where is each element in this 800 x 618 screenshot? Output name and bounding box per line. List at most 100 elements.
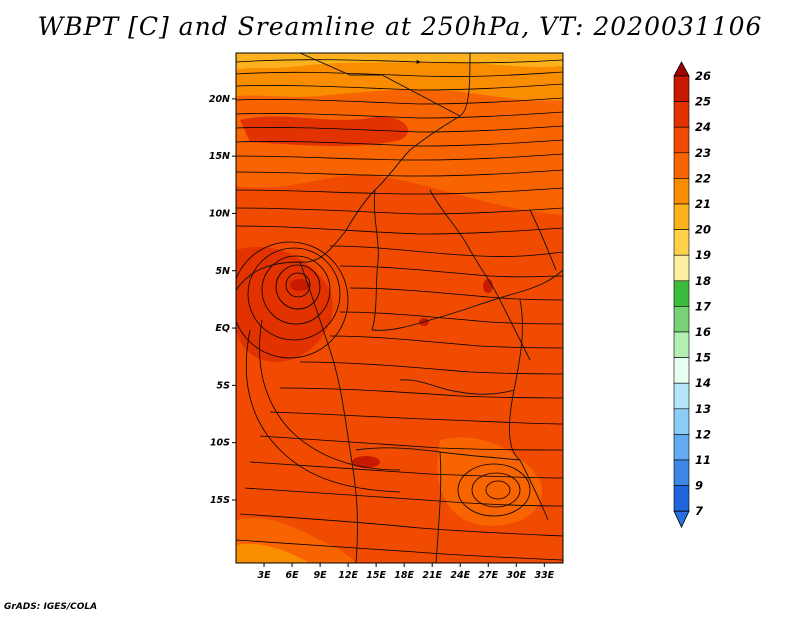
- streamline: [236, 59, 563, 64]
- wbpt-spot-25a: [290, 279, 310, 291]
- colorbar: 26 25 24 23 22 21 20 19 18 17 16 15 14 13 12 11 9 7: [673, 61, 711, 529]
- colorbar-swatch: [673, 152, 690, 179]
- border: [371, 269, 563, 331]
- colorbar-swatch: [673, 75, 690, 102]
- lat-tick-label: 15S: [210, 495, 230, 506]
- colorbar-swatch: [673, 331, 690, 358]
- lat-tick-label: 10N: [209, 208, 230, 219]
- streamline: [259, 435, 563, 451]
- streamline: [349, 287, 563, 301]
- streamline: [236, 125, 563, 133]
- lon-tick-label: 30E: [506, 570, 526, 581]
- border: [299, 261, 358, 563]
- colorbar-swatch: [673, 357, 690, 384]
- colorbar-swatch: [673, 306, 690, 333]
- longitude-axis: 3E 6E 9E 12E 15E 18E 21E 24E 27E 30E 33E: [257, 563, 555, 581]
- lon-tick-label: 12E: [338, 570, 358, 581]
- colorbar-bottom-cap: [673, 510, 690, 529]
- colorbar-label: 18: [695, 274, 711, 288]
- wbpt-shading: [236, 53, 563, 563]
- streamline: [236, 207, 563, 215]
- map-title: WBPT [C] and Sreamline at 250hPa, VT: 20…: [37, 12, 763, 41]
- streamline: [245, 329, 401, 493]
- border: [508, 299, 549, 521]
- colorbar-label: 15: [695, 351, 711, 365]
- streamline: [236, 169, 563, 177]
- lat-tick-label: 10S: [210, 438, 230, 449]
- colorbar-label: 19: [695, 248, 711, 262]
- border: [299, 53, 461, 117]
- streamline: [236, 225, 563, 235]
- streamline: [239, 513, 563, 537]
- streamline: [236, 539, 563, 561]
- colorbar-label: 17: [695, 299, 711, 313]
- border: [371, 189, 379, 331]
- lon-tick-label: 9E: [314, 570, 328, 581]
- colorbar-label: 11: [695, 453, 711, 467]
- streamline: [259, 319, 401, 471]
- streamline: [269, 411, 563, 425]
- colorbar-swatch: [673, 434, 690, 461]
- lon-tick-label: 18E: [394, 570, 414, 581]
- streamline: [279, 387, 563, 399]
- lon-tick-label: 33E: [534, 570, 554, 581]
- colorbar-label: 24: [695, 120, 711, 134]
- lon-tick-label: 3E: [257, 570, 271, 581]
- streamline: [339, 311, 563, 325]
- colorbar-swatch: [673, 203, 690, 230]
- colorbar-label: 25: [695, 95, 711, 109]
- colorbar-label: 16: [695, 325, 711, 339]
- streamline: [236, 83, 563, 91]
- streamline: [329, 335, 563, 349]
- colorbar-label: 20: [695, 223, 711, 237]
- colorbar-label: 12: [695, 427, 711, 441]
- vortex-ring: [261, 255, 331, 325]
- streamline: [339, 265, 563, 278]
- colorbar-top-cap: [673, 61, 690, 77]
- colorbar-swatch: [673, 229, 690, 256]
- colorbar-label: 9: [695, 479, 703, 493]
- colorbar-swatch: [673, 408, 690, 435]
- lat-tick-label: 20N: [209, 94, 230, 105]
- vortex-ring: [247, 247, 341, 341]
- map-panel: 20N 15N 10N 5N EQ 5S 10S 15S 3E 6E 9E 12E 15E 18E 21E…: [209, 52, 564, 581]
- colorbar-swatch: [673, 459, 690, 486]
- colorbar-label: 26: [695, 69, 711, 83]
- colorbar-label: 7: [695, 504, 703, 518]
- colorbar-label: 14: [695, 376, 711, 390]
- colorbar-label: 13: [695, 402, 711, 416]
- vortex-ring: [236, 241, 349, 359]
- streamline: [236, 153, 563, 161]
- border: [429, 189, 531, 361]
- lon-tick-label: 24E: [450, 570, 470, 581]
- colorbar-swatch: [673, 101, 690, 128]
- streamline: [236, 187, 563, 195]
- colorbar-swatch: [673, 126, 690, 154]
- border: [355, 447, 521, 461]
- streamline: [236, 111, 563, 119]
- colorbar-label: 21: [695, 197, 711, 211]
- lat-tick-label: EQ: [215, 323, 230, 334]
- vortex-ring: [457, 463, 531, 517]
- vortex-ring: [275, 264, 321, 310]
- lon-tick-label: 6E: [286, 570, 300, 581]
- streamline: [249, 461, 563, 479]
- colorbar-label: 22: [695, 171, 711, 185]
- streamlines: [236, 59, 563, 561]
- colorbar-swatch: [673, 254, 690, 282]
- vortex-ring: [485, 480, 511, 500]
- colorbar-swatch: [673, 382, 690, 410]
- streamline: [236, 97, 563, 105]
- wbpt-band-sw-21: [236, 543, 310, 563]
- lat-tick-label: 15N: [209, 151, 230, 162]
- streamline: [244, 487, 563, 507]
- lon-tick-label: 15E: [366, 570, 386, 581]
- colorbar-label: 23: [695, 146, 711, 160]
- colorbar-swatch: [673, 280, 690, 307]
- map-frame: [235, 52, 564, 564]
- latitude-axis: 20N 15N 10N 5N EQ 5S 10S 15S: [209, 94, 236, 506]
- lon-tick-label: 21E: [422, 570, 442, 581]
- streamline: [299, 361, 563, 375]
- colorbar-swatch: [673, 178, 690, 205]
